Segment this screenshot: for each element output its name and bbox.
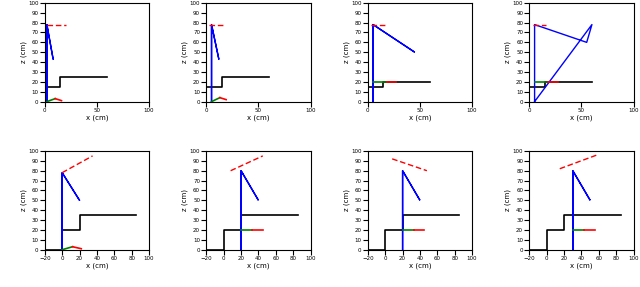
X-axis label: x (cm): x (cm) (86, 114, 108, 121)
X-axis label: x (cm): x (cm) (570, 114, 593, 121)
Y-axis label: z (cm): z (cm) (182, 41, 188, 63)
X-axis label: x (cm): x (cm) (570, 262, 593, 269)
Y-axis label: z (cm): z (cm) (182, 189, 188, 211)
Y-axis label: z (cm): z (cm) (505, 189, 511, 211)
X-axis label: x (cm): x (cm) (86, 262, 108, 269)
Y-axis label: z (cm): z (cm) (505, 41, 511, 63)
Y-axis label: z (cm): z (cm) (343, 41, 349, 63)
X-axis label: x (cm): x (cm) (247, 262, 269, 269)
X-axis label: x (cm): x (cm) (409, 114, 431, 121)
Y-axis label: z (cm): z (cm) (20, 41, 27, 63)
X-axis label: x (cm): x (cm) (247, 114, 269, 121)
Y-axis label: z (cm): z (cm) (20, 189, 27, 211)
X-axis label: x (cm): x (cm) (409, 262, 431, 269)
Y-axis label: z (cm): z (cm) (343, 189, 349, 211)
